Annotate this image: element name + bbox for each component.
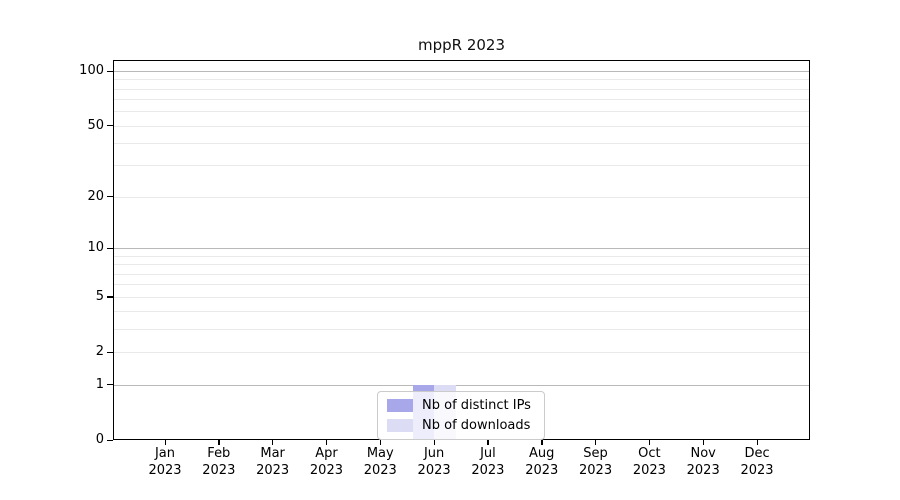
minor-gridline-y-50 bbox=[114, 125, 809, 127]
y-tick-label-20: 20 bbox=[87, 188, 104, 204]
major-gridline-y-10 bbox=[114, 248, 809, 250]
legend-label-distinct-ips: Nb of distinct IPs bbox=[422, 398, 531, 413]
y-tick-label-2: 2 bbox=[95, 344, 104, 360]
x-tick-may bbox=[379, 440, 382, 445]
x-label-month: Jan bbox=[154, 446, 176, 461]
x-tick-label-mar: Mar 2023 bbox=[241, 446, 305, 479]
x-tick-jun bbox=[433, 440, 435, 445]
minor-gridline-y-7 bbox=[114, 273, 809, 275]
x-tick-jan bbox=[164, 440, 166, 445]
legend: Nb of distinct IPs Nb of downloads bbox=[377, 391, 545, 440]
x-label-month: Sep bbox=[583, 446, 608, 461]
y-tick-2 bbox=[107, 351, 113, 353]
x-tick-label-apr: Apr 2023 bbox=[294, 446, 358, 479]
x-tick-apr bbox=[325, 440, 328, 445]
minor-gridline-y-60 bbox=[114, 111, 809, 113]
x-label-month: Feb bbox=[207, 446, 231, 461]
minor-gridline-y-6 bbox=[114, 284, 809, 286]
x-label-year: 2023 bbox=[417, 462, 451, 478]
x-tick-label-jul: Jul 2023 bbox=[456, 446, 520, 479]
minor-gridline-y-30 bbox=[114, 165, 809, 167]
minor-gridline-y-2 bbox=[114, 352, 809, 354]
x-tick-sep bbox=[595, 440, 597, 445]
legend-label-downloads: Nb of downloads bbox=[422, 418, 531, 433]
minor-gridline-y-5 bbox=[114, 296, 809, 298]
minor-gridline-y-90 bbox=[114, 79, 809, 81]
x-label-month: Dec bbox=[744, 446, 770, 461]
y-tick-label-50: 50 bbox=[87, 117, 104, 133]
x-label-year: 2023 bbox=[686, 462, 720, 478]
legend-item-distinct-ips: Nb of distinct IPs bbox=[387, 398, 535, 413]
x-tick-label-dec: Dec 2023 bbox=[725, 446, 789, 479]
x-label-year: 2023 bbox=[256, 462, 290, 478]
x-label-year: 2023 bbox=[309, 462, 343, 478]
x-tick-feb bbox=[218, 440, 220, 445]
x-tick-label-jun: Jun 2023 bbox=[402, 446, 466, 479]
chart-title: mppR 2023 bbox=[417, 36, 506, 54]
plot-area bbox=[113, 60, 810, 440]
x-tick-oct bbox=[648, 440, 651, 445]
x-label-month: May bbox=[366, 446, 394, 461]
x-label-year: 2023 bbox=[740, 462, 774, 478]
x-label-month: Jun bbox=[423, 446, 445, 461]
y-tick-50 bbox=[107, 125, 113, 127]
x-tick-label-oct: Oct 2023 bbox=[617, 446, 681, 479]
minor-gridline-y-8 bbox=[114, 264, 809, 266]
y-tick-5 bbox=[107, 296, 113, 298]
x-label-month: Mar bbox=[260, 446, 285, 461]
x-tick-aug bbox=[541, 440, 543, 445]
x-label-year: 2023 bbox=[632, 462, 666, 478]
x-label-month: Aug bbox=[529, 446, 555, 461]
major-gridline-y-100 bbox=[114, 71, 809, 72]
x-label-month: Jul bbox=[480, 446, 496, 461]
x-tick-label-aug: Aug 2023 bbox=[510, 446, 574, 479]
legend-swatch-downloads bbox=[387, 419, 413, 432]
x-tick-label-jan: Jan 2023 bbox=[133, 446, 197, 479]
minor-gridline-y-70 bbox=[114, 99, 809, 101]
x-label-year: 2023 bbox=[579, 462, 613, 478]
legend-swatch-distinct-ips bbox=[387, 399, 413, 412]
y-tick-label-5: 5 bbox=[95, 288, 104, 304]
x-label-year: 2023 bbox=[525, 462, 559, 478]
x-tick-label-nov: Nov 2023 bbox=[671, 446, 735, 479]
x-label-year: 2023 bbox=[363, 462, 397, 478]
y-tick-1 bbox=[107, 384, 113, 386]
x-tick-label-sep: Sep 2023 bbox=[564, 446, 628, 479]
x-label-month: Oct bbox=[638, 446, 661, 461]
minor-gridline-y-3 bbox=[114, 329, 809, 331]
y-tick-label-10: 10 bbox=[87, 240, 104, 256]
minor-gridline-y-4 bbox=[114, 311, 809, 313]
x-tick-label-feb: Feb 2023 bbox=[187, 446, 251, 479]
y-tick-20 bbox=[107, 196, 113, 198]
x-tick-mar bbox=[272, 440, 274, 445]
x-label-year: 2023 bbox=[148, 462, 182, 478]
minor-gridline-y-40 bbox=[114, 143, 809, 145]
x-tick-label-may: May 2023 bbox=[348, 446, 412, 479]
x-label-year: 2023 bbox=[202, 462, 236, 478]
minor-gridline-y-20 bbox=[114, 196, 809, 198]
y-tick-100 bbox=[107, 70, 113, 72]
x-tick-dec bbox=[756, 440, 758, 445]
minor-gridline-y-80 bbox=[114, 88, 809, 90]
y-tick-10 bbox=[107, 247, 113, 250]
x-label-month: Apr bbox=[315, 446, 338, 461]
x-tick-nov bbox=[702, 440, 704, 445]
x-label-year: 2023 bbox=[471, 462, 505, 478]
x-tick-jul bbox=[487, 440, 489, 445]
legend-item-downloads: Nb of downloads bbox=[387, 418, 535, 433]
minor-gridline-y-9 bbox=[114, 255, 809, 257]
y-tick-0 bbox=[107, 439, 113, 441]
major-gridline-y-1 bbox=[114, 384, 809, 386]
y-tick-label-1: 1 bbox=[95, 376, 104, 392]
y-tick-label-100: 100 bbox=[79, 63, 104, 78]
x-label-month: Nov bbox=[690, 446, 716, 461]
y-tick-label-0: 0 bbox=[95, 432, 104, 447]
